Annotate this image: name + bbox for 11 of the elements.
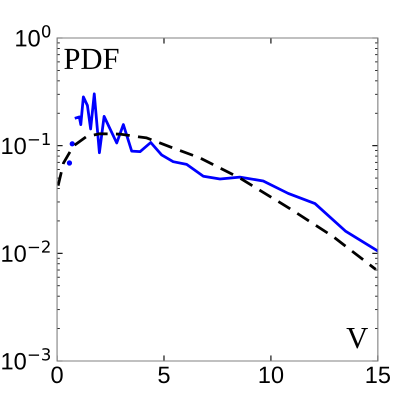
y-tick-label: 10$^{−1}$ xyxy=(2,132,50,154)
y-axis-title: PDF xyxy=(64,48,118,69)
x-tick-label: 10 xyxy=(260,366,284,384)
y-tick-label: 10$^{0}$ xyxy=(16,25,50,47)
line-series xyxy=(74,92,378,252)
y-tick-label: 10$^{−2}$ xyxy=(2,240,50,262)
x-tick-label: 5 xyxy=(158,366,170,384)
x-axis-title: V xyxy=(346,328,368,348)
y-tick-label: 10$^{−3}$ xyxy=(2,348,50,370)
x-tick-label: 0 xyxy=(51,366,63,384)
x-tick-label: 15 xyxy=(366,366,390,384)
